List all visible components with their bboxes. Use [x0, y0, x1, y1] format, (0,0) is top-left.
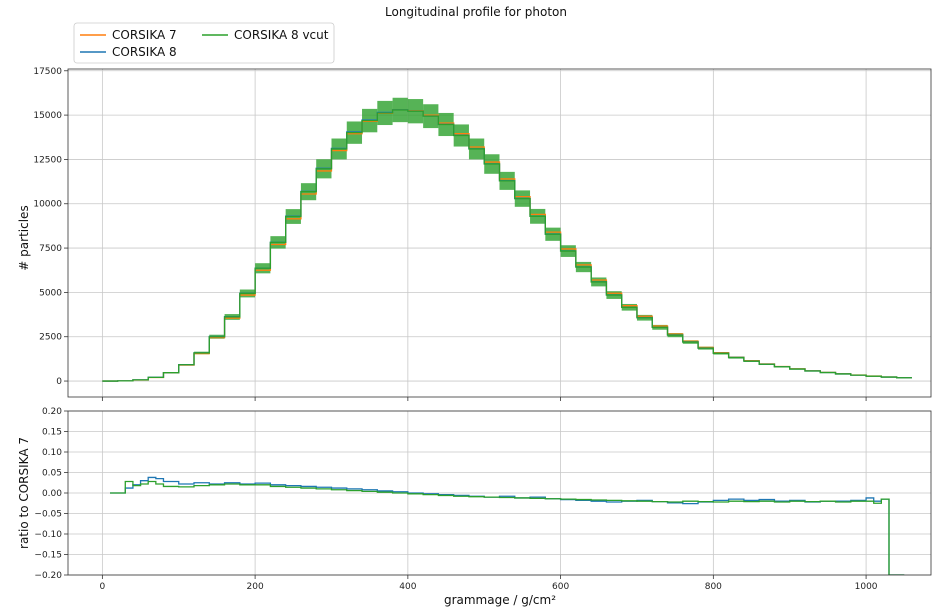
bottom-x-tick-label: 600	[552, 582, 569, 592]
top-y-tick-label: 2500	[39, 333, 62, 343]
top-series-corsika-8	[102, 109, 912, 382]
bottom-x-tick-label: 200	[247, 582, 264, 592]
bottom-plot-area	[110, 476, 905, 575]
bottom-y-tick-label: 0.10	[42, 448, 62, 458]
bottom-y-tick-label: −0.10	[34, 530, 62, 540]
top-y-tick-label: 17500	[33, 67, 62, 77]
top-panel: 0 2500 5000 7500 10000 12500 15000 17500	[33, 67, 932, 401]
top-y-tick-label: 5000	[39, 288, 62, 298]
bottom-series-corsika-8	[110, 476, 905, 575]
bottom-panel: −0.20 −0.15 −0.10 −0.05 0.00 0.05 0.10 0.15 0.20…	[34, 407, 932, 592]
legend: CORSIKA 7 CORSIKA 8 CORSIKA 8 vcut	[73, 22, 335, 64]
bottom-y-tick-label: 0.00	[42, 489, 62, 499]
top-y-tick-label: 0	[56, 377, 62, 387]
bottom-x-tick-label: 1000	[855, 582, 878, 592]
legend-box	[73, 22, 335, 64]
top-series-corsika-7	[102, 109, 912, 382]
legend-label-corsika-8-vcut: CORSIKA 8 vcut	[234, 28, 329, 42]
bottom-y-tick-label: −0.20	[34, 571, 62, 581]
legend-label-corsika-7: CORSIKA 7	[112, 28, 177, 42]
top-series-corsika-8-vcut	[102, 109, 912, 382]
x-axis-label: grammage / g/cm²	[444, 593, 556, 607]
top-y-tick-label: 12500	[33, 155, 62, 165]
top-plot-area	[102, 97, 912, 382]
top-y-tick-label: 10000	[33, 200, 62, 210]
top-y-tick-label: 7500	[39, 244, 62, 254]
top-y-axis-label: # particles	[17, 205, 31, 270]
top-axes-frame	[67, 68, 932, 398]
chart-title: Longitudinal profile for photon	[385, 5, 567, 19]
bottom-x-tick-label: 400	[399, 582, 416, 592]
bottom-y-tick-label: −0.15	[34, 551, 62, 561]
bottom-y-tick-label: 0.20	[42, 407, 62, 417]
bottom-y-tick-label: 0.15	[42, 428, 62, 438]
legend-label-corsika-8: CORSIKA 8	[112, 45, 177, 59]
bottom-y-tick-label: 0.05	[42, 469, 62, 479]
bottom-series-corsika-8-vcut	[110, 480, 905, 575]
bottom-y-tick-label: −0.05	[34, 510, 62, 520]
bottom-y-axis-label: ratio to CORSIKA 7	[17, 437, 31, 549]
bottom-x-tick-label: 800	[705, 582, 722, 592]
bottom-x-tick-label: 0	[100, 582, 106, 592]
top-y-tick-label: 15000	[33, 111, 62, 121]
